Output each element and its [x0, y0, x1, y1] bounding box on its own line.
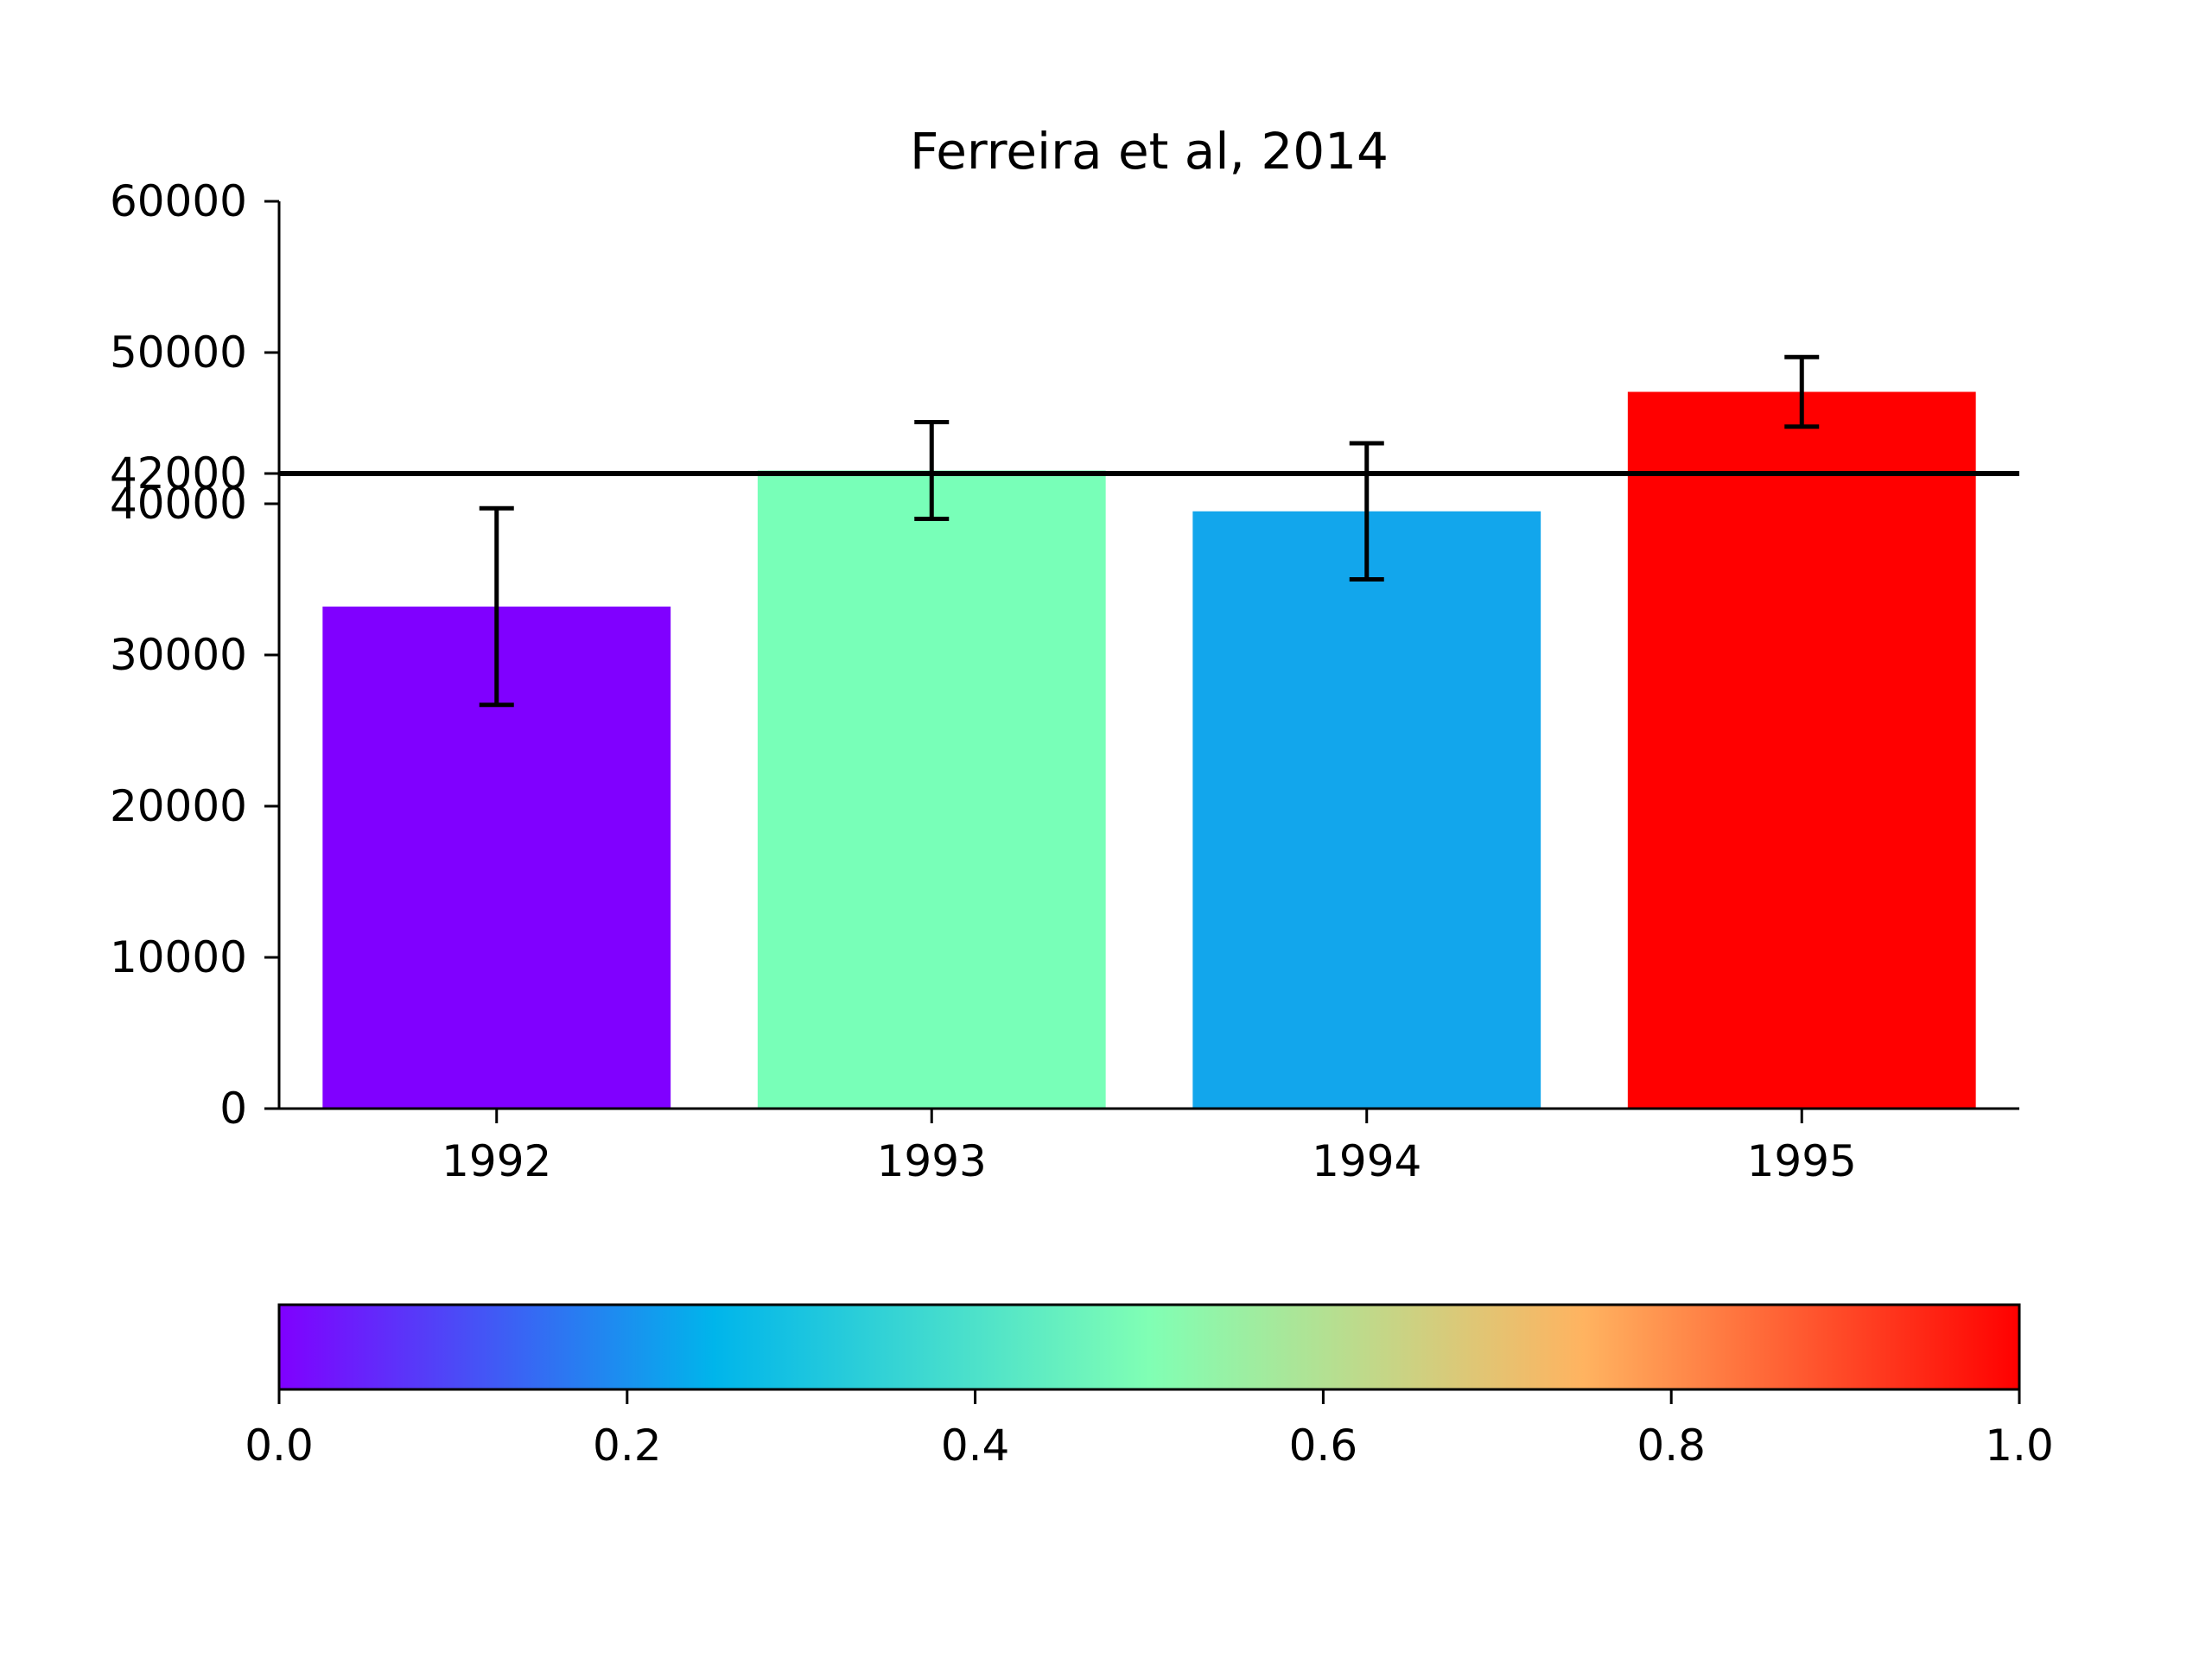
y-tick-label: 50000	[110, 327, 247, 378]
x-tick-label: 1995	[1747, 1136, 1857, 1186]
y-tick-label: 60000	[110, 176, 247, 226]
y-tick-label: 0	[219, 1084, 247, 1134]
colorbar-tick-label: 0.4	[941, 1421, 1010, 1471]
y-axis: 0 10000 20000 30000 40000 50000 60000	[110, 176, 281, 1134]
bar-1994	[1192, 511, 1541, 1109]
colorbar: 0.0 0.2 0.4 0.6 0.8 1.0	[245, 1303, 2054, 1471]
reference-line-label: 42000	[110, 448, 247, 499]
error-bars	[479, 354, 1820, 708]
y-tick-label: 40000	[110, 479, 247, 529]
x-tick-label: 1993	[877, 1136, 987, 1186]
y-tick-label: 20000	[110, 781, 247, 831]
colorbar-tick-label: 0.6	[1289, 1421, 1358, 1471]
colorbar-gradient	[277, 1303, 2021, 1391]
y-tick-label: 30000	[110, 630, 247, 680]
bar-1995	[1627, 391, 1976, 1109]
x-tick-label: 1992	[442, 1136, 551, 1186]
bars	[322, 391, 1976, 1109]
colorbar-tick-label: 0.0	[245, 1421, 314, 1471]
colorbar-tick-label: 0.2	[593, 1421, 662, 1471]
error-bar-1992	[479, 505, 514, 708]
colorbar-tick-label: 0.8	[1637, 1421, 1706, 1471]
plot-area: 42000 0 10000 20000 30000 40000 50000 60000 19…	[110, 176, 2019, 1186]
y-tick-label: 10000	[110, 932, 247, 982]
error-bar-1994	[1349, 441, 1384, 582]
chart-title: Ferreira et al, 2014	[910, 122, 1389, 181]
colorbar-tick-label: 1.0	[1985, 1421, 2054, 1471]
reference-line-group: 42000	[110, 448, 2019, 499]
x-tick-label: 1994	[1312, 1136, 1421, 1186]
x-axis: 1992 1993 1994 1995	[279, 1107, 2019, 1186]
bar-1993	[757, 470, 1106, 1109]
error-bar-1993	[914, 420, 950, 521]
error-bar-1995	[1784, 354, 1820, 429]
colorbar-ticks: 0.0 0.2 0.4 0.6 0.8 1.0	[245, 1389, 2054, 1471]
